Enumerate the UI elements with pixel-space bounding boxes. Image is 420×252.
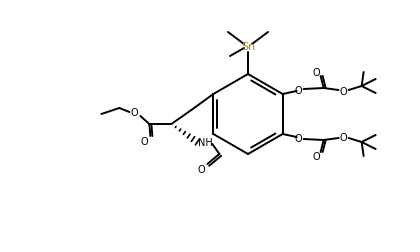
Text: O: O	[340, 133, 347, 142]
Text: O: O	[131, 108, 138, 117]
Text: O: O	[197, 164, 205, 174]
Text: Sn: Sn	[241, 42, 255, 52]
Text: O: O	[340, 87, 347, 97]
Text: O: O	[295, 86, 302, 96]
Text: NH: NH	[198, 137, 213, 147]
Text: O: O	[141, 137, 148, 146]
Text: O: O	[313, 151, 320, 161]
Text: O: O	[295, 134, 302, 143]
Text: O: O	[313, 68, 320, 78]
